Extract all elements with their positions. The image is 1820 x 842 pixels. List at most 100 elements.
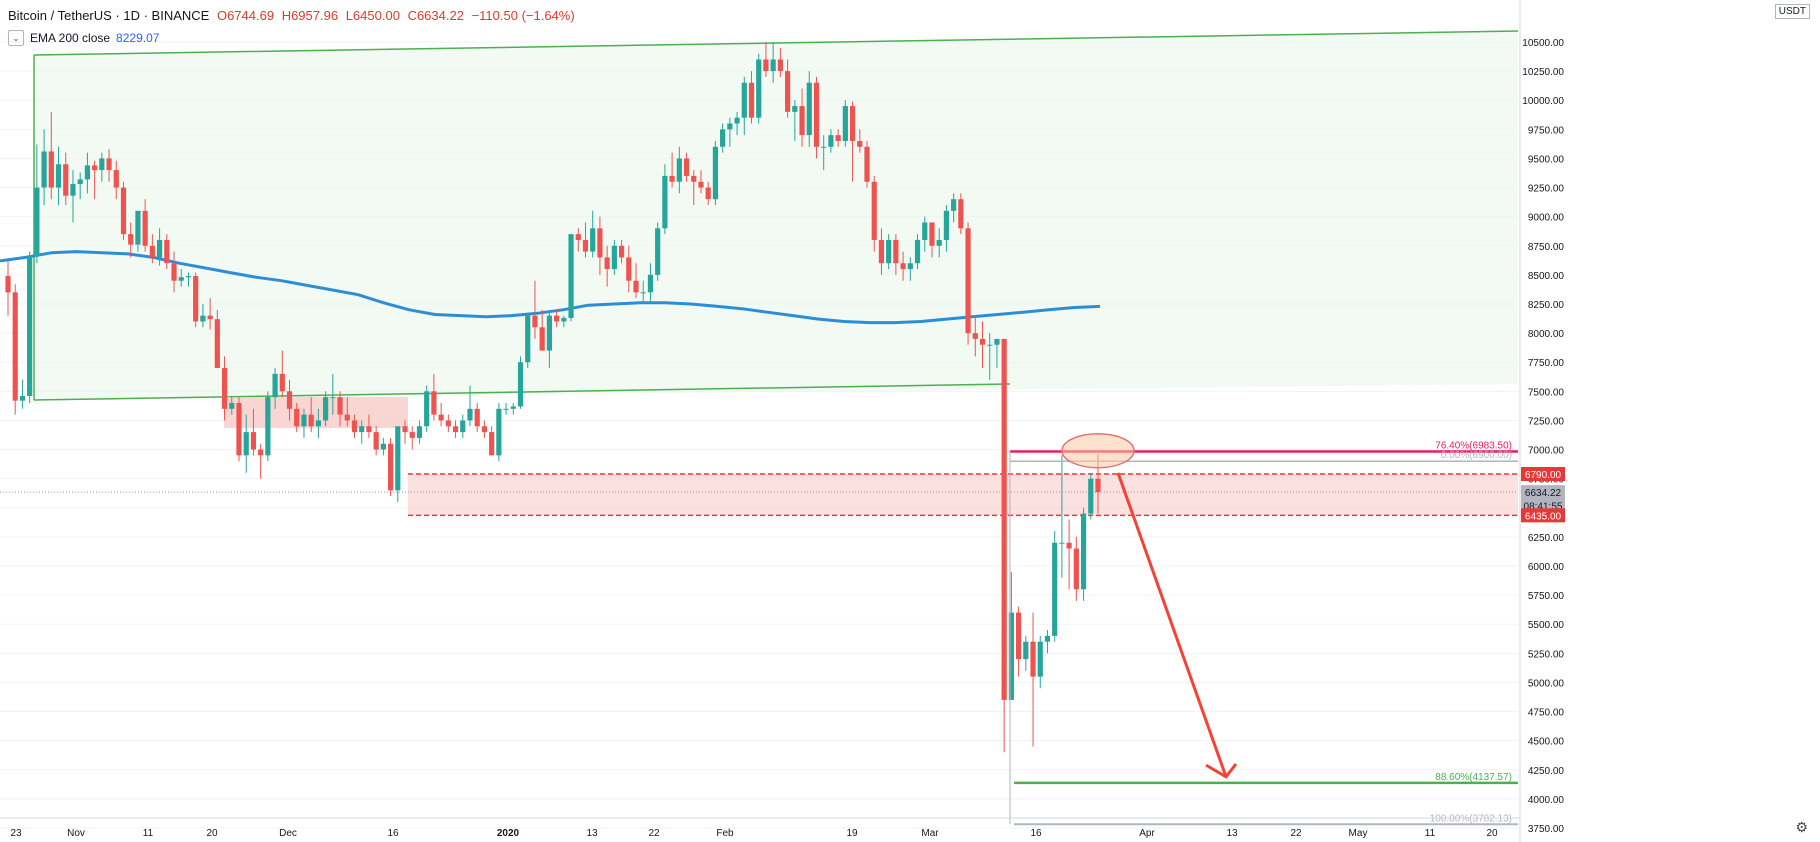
indicator-name[interactable]: EMA 200 close	[30, 31, 111, 45]
candle-body	[496, 408, 502, 456]
price-tag-bg	[1521, 467, 1565, 482]
candle-body	[55, 164, 62, 188]
candle-body	[958, 199, 964, 229]
candle-body	[813, 82, 820, 147]
time-tick-label: 19	[846, 828, 858, 839]
candle-body	[301, 414, 307, 427]
time-tick-label: 23	[10, 828, 22, 839]
ema-200-path	[0, 250, 1101, 325]
candle-body	[387, 443, 394, 491]
candle-body	[604, 257, 610, 270]
ohlc-close: C6634.22	[407, 8, 464, 23]
ohlc-change: −110.50 (−1.64%)	[471, 8, 575, 23]
arrow-head	[1205, 763, 1238, 779]
time-tick-label: 22	[648, 828, 660, 839]
candle-body	[741, 82, 747, 118]
candle-body	[922, 222, 928, 240]
time-tick-label: 22	[1290, 828, 1302, 839]
candle-body	[972, 333, 978, 339]
price-tick-label: 10500.00	[1522, 38, 1564, 49]
candle-body	[633, 280, 639, 293]
channel-fill	[34, 31, 1518, 400]
time-tick-label: Apr	[1139, 828, 1155, 839]
candle-body	[149, 245, 155, 258]
candle-body	[1037, 641, 1043, 677]
symbol-header: Bitcoin / TetherUS · 1D · BINANCE O6744.…	[8, 8, 575, 23]
candle-body	[200, 315, 206, 322]
candle-body	[611, 245, 617, 270]
time-tick-label: Mar	[921, 828, 939, 839]
candle-body	[135, 210, 141, 245]
candle-body	[871, 181, 877, 240]
candle-body	[279, 373, 285, 392]
price-tick-label: 7000.00	[1528, 446, 1565, 457]
candle-body	[265, 397, 271, 456]
candle-body	[655, 228, 661, 275]
candle-body	[828, 135, 834, 147]
candle-body	[561, 317, 567, 322]
candle-body	[337, 397, 343, 415]
currency-label[interactable]: USDT	[1774, 4, 1810, 19]
candle-body	[373, 432, 379, 450]
candle-body	[864, 146, 870, 182]
candle-body	[438, 414, 444, 421]
candle-body	[1001, 338, 1007, 700]
price-tick-label: 10250.00	[1522, 67, 1564, 78]
price-tick-label: 6000.00	[1528, 562, 1565, 573]
time-tick-label: May	[1349, 828, 1368, 839]
time-tick-label: Feb	[716, 828, 734, 839]
candle-body	[669, 175, 675, 182]
candle-body	[683, 158, 690, 176]
candle-body	[662, 175, 668, 229]
candle-body	[994, 338, 1000, 345]
candle-body	[5, 276, 11, 293]
support-resistance-zone	[0, 397, 1518, 517]
ohlc-high: H6957.96	[281, 8, 339, 23]
chevron-down-icon[interactable]: ⌄	[8, 30, 24, 46]
candle-body	[185, 276, 192, 278]
price-tag-bg	[1521, 508, 1565, 523]
candle-body	[142, 210, 148, 246]
indicator-value: 8229.07	[116, 31, 160, 45]
time-tick-label: 16	[387, 828, 399, 839]
price-tick-label: 6250.00	[1528, 533, 1565, 544]
candle-body	[590, 228, 596, 252]
candle-body	[1080, 513, 1087, 590]
candle-body	[1095, 478, 1101, 493]
candle-body	[120, 187, 127, 235]
symbol-title[interactable]: Bitcoin / TetherUS · 1D · BINANCE	[8, 8, 210, 23]
candle-body	[113, 170, 119, 188]
candle-body	[63, 164, 69, 196]
candle-body	[1015, 612, 1022, 660]
candle-body	[92, 165, 98, 171]
candle-body	[99, 158, 105, 171]
candle-body	[748, 82, 755, 118]
candle-body	[734, 117, 740, 124]
candle-body	[987, 344, 993, 346]
price-tick-label: 4000.00	[1528, 795, 1565, 806]
candle-body	[294, 408, 300, 427]
candle-body	[250, 432, 257, 450]
candle-body	[698, 181, 704, 188]
candle-body	[19, 395, 26, 401]
candle-body	[806, 82, 812, 136]
price-tick-label: 4500.00	[1528, 737, 1565, 748]
candle-body	[41, 151, 47, 188]
candle-body	[951, 199, 957, 211]
candle-body	[763, 59, 769, 72]
fib-level-label: 76.40%(6983.50)	[1435, 440, 1512, 451]
time-tick-label: 20	[206, 828, 218, 839]
candle-body	[193, 276, 199, 322]
gear-icon[interactable]: ⚙	[1795, 819, 1808, 835]
resistance-zone-rect	[408, 474, 1518, 516]
candlesticks	[5, 42, 1101, 753]
candle-body	[12, 292, 18, 401]
candle-body	[1044, 635, 1051, 642]
price-tick-label: 9250.00	[1528, 184, 1565, 195]
candle-body	[236, 402, 242, 456]
ema-200-line	[0, 250, 1101, 325]
price-tick-label: 5000.00	[1528, 678, 1565, 689]
time-tick-label: Nov	[67, 828, 85, 839]
candle-body	[308, 414, 314, 427]
